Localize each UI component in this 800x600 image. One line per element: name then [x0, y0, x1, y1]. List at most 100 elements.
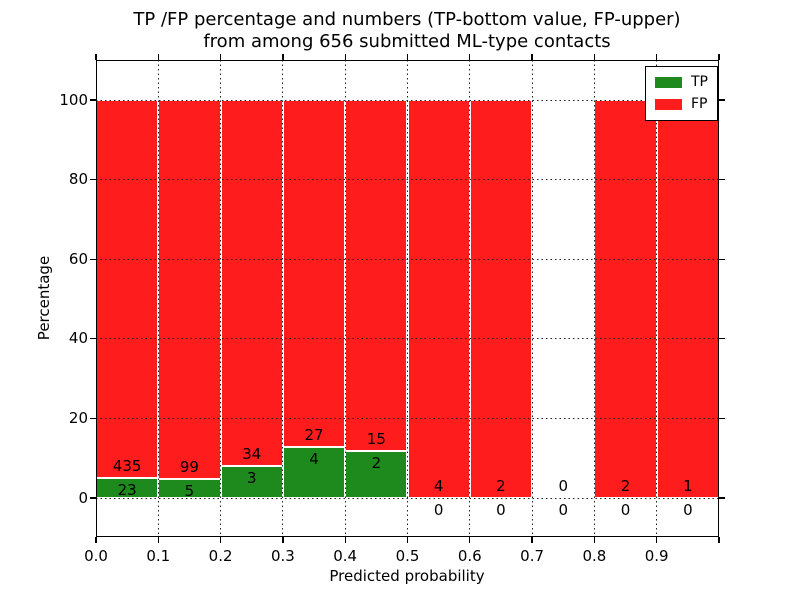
legend-label-fp: FP	[691, 96, 708, 112]
bar-count-fp: 2	[496, 477, 506, 495]
y-tick-label: 40	[68, 329, 88, 348]
bar-count-tp: 0	[558, 501, 569, 519]
bar-count-fp: 15	[366, 430, 386, 449]
bar-segment-tp	[220, 465, 283, 498]
y-tick-mark	[90, 178, 96, 181]
bar-segment-fp	[656, 100, 719, 498]
x-tick-mark	[95, 537, 97, 543]
gridline-vertical	[220, 60, 222, 537]
x-tick-mark	[157, 537, 159, 543]
x-tick-mark-top	[219, 54, 222, 60]
x-axis-label: Predicted probability	[329, 567, 485, 585]
bar-count-tp: 3	[246, 468, 257, 487]
y-tick-mark	[90, 338, 96, 340]
x-tick-mark-top	[406, 54, 409, 60]
gridline-vertical	[344, 60, 346, 537]
x-tick-label: 0.8	[582, 547, 607, 565]
bar-segment-fp	[594, 100, 657, 498]
x-tick-mark	[406, 537, 409, 543]
y-tick-mark-right	[719, 417, 725, 420]
x-tick-mark	[718, 537, 720, 543]
bar-count-tp: 5	[184, 481, 195, 500]
gridline-vertical	[656, 60, 658, 537]
x-tick-label: 0.3	[270, 547, 295, 565]
bar-segment-fp	[407, 100, 470, 498]
legend-row-tp: TP	[655, 74, 708, 91]
bar-count-tp: 0	[620, 501, 631, 519]
x-tick-mark	[593, 537, 596, 543]
bar-segment-fp	[469, 100, 533, 498]
gridline-vertical	[531, 60, 533, 537]
x-tick-mark-top	[95, 54, 97, 60]
y-tick-mark-right	[719, 258, 725, 260]
bar-count-tp: 0	[496, 501, 506, 519]
x-tick-mark-top	[593, 54, 596, 60]
bar-count-fp: 435	[112, 457, 142, 475]
y-tick-mark-right	[719, 497, 725, 499]
bar-segment-fp	[345, 100, 408, 452]
y-tick-label: 0	[78, 488, 88, 507]
bar-count-tp: 23	[117, 481, 137, 499]
y-tick-mark-right	[719, 99, 725, 101]
bar-count-tp: 2	[371, 454, 382, 473]
x-tick-label: 0.6	[457, 547, 482, 565]
x-tick-label: 0.4	[333, 547, 358, 565]
bar-count-tp: 0	[683, 501, 693, 519]
gridline-vertical	[593, 60, 595, 537]
bar-segment-fp	[96, 100, 159, 478]
bar-segment-tp	[345, 451, 408, 498]
x-tick-mark	[469, 537, 471, 543]
gridline-vertical	[407, 60, 408, 537]
bar-count-fp: 2	[620, 477, 631, 495]
x-tick-mark-top	[469, 54, 471, 60]
bar-count-fp: 34	[242, 444, 262, 463]
bar-count-tp: 0	[433, 501, 444, 519]
x-tick-label: 0.9	[644, 547, 669, 565]
gridline-vertical	[469, 60, 471, 537]
y-tick-label: 80	[68, 170, 88, 189]
bar-segment-fp	[282, 100, 346, 447]
bar-segment-fp	[220, 100, 283, 466]
bar-count-fp: 4	[433, 477, 444, 495]
y-tick-label: 60	[68, 249, 88, 268]
x-tick-mark-top	[531, 54, 533, 60]
x-tick-mark	[219, 537, 222, 543]
x-tick-mark	[344, 537, 346, 543]
x-tick-mark	[531, 537, 533, 543]
x-tick-mark-top	[157, 54, 159, 60]
chart-title-line1: TP /FP percentage and numbers (TP-bottom…	[133, 9, 681, 30]
x-tick-label: 0.5	[395, 547, 420, 565]
y-tick-mark-right	[719, 178, 725, 181]
y-tick-mark	[90, 99, 96, 101]
plot-area: TP FP 435 23 99 5 34 3 27 4 15 2 4 0 2 0 0 0 2 0 1 0 0.0 0.1 0.…	[59, 54, 725, 565]
y-tick-mark	[90, 497, 96, 499]
y-tick-mark-right	[719, 338, 725, 340]
bar-count-tp: 4	[309, 449, 319, 468]
legend-label-tp: TP	[691, 74, 708, 90]
bar-segment-fp	[158, 100, 221, 479]
x-tick-label: 0.7	[520, 547, 545, 565]
gridline-vertical	[282, 60, 284, 537]
bar-count-fp: 27	[304, 425, 324, 444]
bar-count-fp: 1	[683, 477, 693, 495]
x-tick-mark	[656, 537, 658, 543]
x-tick-mark-top	[344, 54, 346, 60]
bar-count-fp: 99	[179, 457, 199, 476]
legend-swatch-fp	[655, 99, 682, 110]
x-tick-label: 0.1	[146, 547, 171, 565]
x-tick-mark-top	[656, 54, 658, 60]
y-axis-label: Percentage	[35, 255, 53, 341]
chart-title-line2: from among 656 submitted ML-type contact…	[203, 31, 611, 52]
bar-segment-tp	[158, 478, 221, 498]
chart-title: TP /FP percentage and numbers (TP-bottom…	[7, 9, 800, 53]
y-tick-mark	[90, 258, 96, 260]
y-tick-label: 100	[59, 90, 88, 109]
x-tick-mark-top	[718, 54, 720, 60]
x-tick-label: 0.0	[84, 547, 108, 565]
bar-segment-tp	[282, 446, 346, 498]
gridline-vertical	[157, 60, 159, 537]
legend: TP FP	[645, 66, 718, 121]
x-tick-mark-top	[282, 54, 284, 60]
y-tick-mark	[90, 417, 96, 420]
